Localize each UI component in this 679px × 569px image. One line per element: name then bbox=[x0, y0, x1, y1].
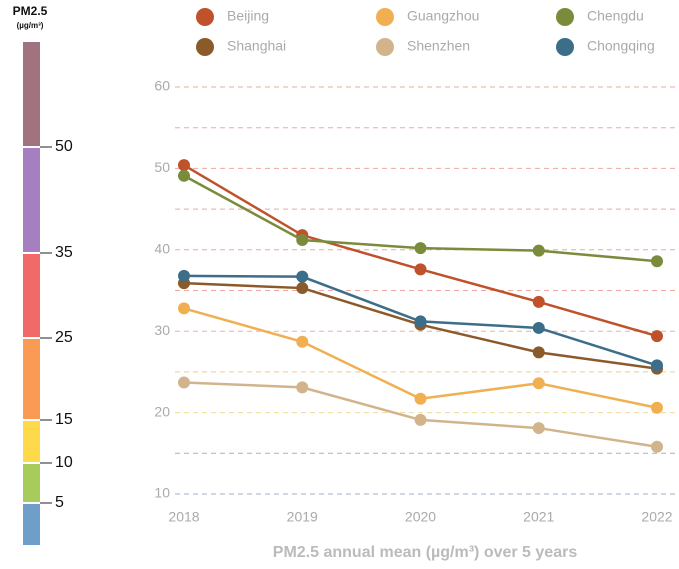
colorbar-segment bbox=[23, 147, 40, 253]
x-tick-label: 2022 bbox=[641, 509, 672, 525]
data-point bbox=[532, 295, 545, 308]
data-point bbox=[532, 244, 545, 257]
x-axis-label: PM2.5 annual mean (µg/m³) over 5 years bbox=[273, 544, 578, 561]
data-point bbox=[178, 376, 190, 389]
data-point bbox=[532, 346, 545, 359]
data-point bbox=[532, 377, 545, 390]
colorbar-unit: (µg/m³) bbox=[17, 21, 44, 30]
data-point bbox=[296, 282, 309, 295]
data-point bbox=[651, 330, 663, 343]
data-point bbox=[414, 392, 427, 405]
x-tick-label: 2020 bbox=[405, 509, 436, 525]
legend-label: Beijing bbox=[227, 8, 269, 24]
y-tick-label: 40 bbox=[154, 241, 170, 257]
data-point bbox=[296, 381, 309, 394]
x-tick-label: 2018 bbox=[168, 509, 199, 525]
legend-marker bbox=[376, 38, 394, 56]
legend-marker bbox=[556, 38, 574, 56]
data-point bbox=[178, 159, 190, 172]
colorbar-segment bbox=[23, 253, 40, 338]
data-point bbox=[651, 255, 663, 268]
colorbar-tick-label: 5 bbox=[55, 494, 64, 511]
data-point bbox=[532, 321, 545, 334]
data-point bbox=[296, 234, 309, 247]
data-point bbox=[414, 413, 427, 426]
data-point bbox=[651, 440, 663, 453]
y-tick-label: 20 bbox=[154, 403, 170, 419]
legend-label: Guangzhou bbox=[407, 8, 479, 24]
colorbar-tick-label: 50 bbox=[55, 138, 73, 155]
x-tick-label: 2019 bbox=[287, 509, 318, 525]
data-point bbox=[178, 302, 190, 315]
legend-label: Shanghai bbox=[227, 38, 286, 54]
data-point bbox=[178, 169, 190, 182]
data-point bbox=[296, 270, 309, 283]
legend-marker bbox=[376, 8, 394, 26]
legend-label: Chengdu bbox=[587, 8, 644, 24]
data-point bbox=[651, 401, 663, 414]
data-point bbox=[178, 269, 190, 282]
data-point bbox=[414, 263, 427, 276]
data-point bbox=[414, 315, 427, 328]
legend-marker bbox=[196, 8, 214, 26]
data-point bbox=[532, 422, 545, 435]
colorbar-tick-label: 15 bbox=[55, 411, 73, 428]
data-point bbox=[296, 335, 309, 348]
y-tick-label: 30 bbox=[154, 322, 170, 338]
colorbar-tick-label: 25 bbox=[55, 329, 73, 346]
colorbar-segment bbox=[23, 503, 40, 545]
legend-label: Chongqing bbox=[587, 38, 655, 54]
y-tick-label: 50 bbox=[154, 159, 170, 175]
data-point bbox=[651, 359, 663, 372]
colorbar-title: PM2.5 bbox=[13, 4, 48, 18]
colorbar-segment bbox=[23, 338, 40, 420]
colorbar-tick-label: 10 bbox=[55, 454, 73, 471]
legend-marker bbox=[196, 38, 214, 56]
colorbar-tick-label: 35 bbox=[55, 244, 73, 261]
data-point bbox=[414, 242, 427, 255]
legend-label: Shenzhen bbox=[407, 38, 470, 54]
y-tick-label: 10 bbox=[154, 485, 170, 501]
legend-marker bbox=[556, 8, 574, 26]
colorbar-segment bbox=[23, 420, 40, 463]
y-tick-label: 60 bbox=[154, 78, 170, 94]
x-tick-label: 2021 bbox=[523, 509, 554, 525]
colorbar-segment bbox=[23, 463, 40, 503]
colorbar-segment bbox=[23, 42, 40, 147]
